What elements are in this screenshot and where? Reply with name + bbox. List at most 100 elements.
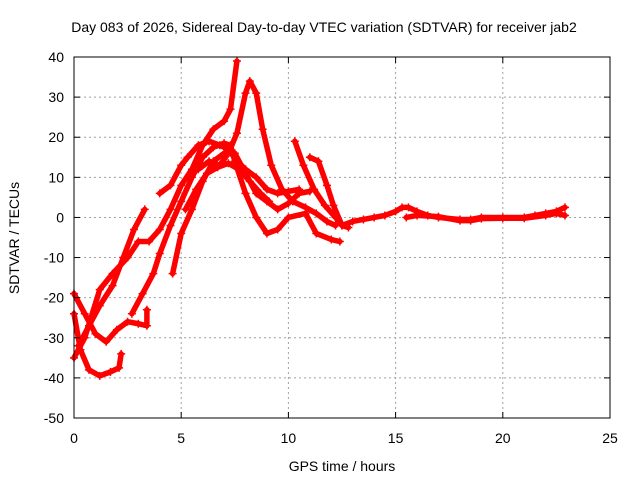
data-point: [245, 77, 254, 86]
data-point: [560, 203, 569, 212]
y-tick-label: 0: [56, 209, 64, 225]
data-point: [226, 105, 235, 114]
data-point: [205, 157, 214, 166]
data-point: [273, 205, 282, 214]
data-point: [224, 145, 233, 154]
data-point: [262, 229, 271, 238]
x-tick-labels: 0 5 10 15 20 25: [70, 430, 618, 446]
data-point: [359, 215, 368, 224]
data-point: [123, 317, 132, 326]
y-tick-label: 10: [48, 169, 64, 185]
x-tick-label: 15: [388, 430, 404, 446]
data-point: [348, 217, 357, 226]
data-point: [498, 214, 507, 223]
data-point: [194, 141, 203, 150]
series-pass-4: [74, 205, 149, 350]
data-point: [95, 285, 104, 294]
data-point: [241, 165, 250, 174]
series-pass-8: [194, 77, 340, 230]
data-point: [301, 203, 310, 212]
data-point: [434, 212, 443, 221]
data-point: [541, 211, 550, 220]
data-point: [177, 181, 186, 190]
data-point: [215, 141, 224, 150]
data-point: [149, 269, 158, 278]
data-point: [112, 325, 121, 334]
data-point: [288, 197, 297, 206]
data-point: [166, 205, 175, 214]
data-point: [138, 289, 147, 298]
data-point: [262, 185, 271, 194]
data-point: [85, 365, 94, 374]
x-tick-label: 5: [177, 430, 185, 446]
data-point: [224, 159, 233, 168]
data-point: [391, 207, 400, 216]
data-point: [477, 214, 486, 223]
data-point: [322, 181, 331, 190]
data-point: [183, 153, 192, 162]
y-tick-label: -30: [44, 330, 64, 346]
series-line: [195, 78, 339, 229]
data-point: [455, 216, 464, 225]
data-point: [322, 217, 331, 226]
data-point: [145, 237, 154, 246]
data-point: [232, 129, 241, 138]
data-point: [95, 301, 104, 310]
data-point: [327, 235, 336, 244]
data-point: [273, 225, 282, 234]
data-point: [314, 157, 323, 166]
data-point: [273, 189, 282, 198]
data-series: [70, 57, 569, 380]
data-point: [241, 189, 250, 198]
data-point: [74, 341, 83, 350]
data-point: [95, 371, 104, 380]
y-tick-label: 40: [48, 49, 64, 65]
y-tick-label: 20: [48, 129, 64, 145]
chart-title: Day 083 of 2026, Sidereal Day-to-day VTE…: [71, 19, 577, 35]
data-point: [181, 205, 190, 214]
data-point: [166, 221, 175, 230]
data-point: [312, 229, 321, 238]
data-point: [265, 197, 274, 206]
data-point: [284, 213, 293, 222]
data-point: [245, 177, 254, 186]
data-point: [155, 249, 164, 258]
data-point: [177, 197, 186, 206]
data-point: [295, 185, 304, 194]
data-point: [305, 153, 314, 162]
x-axis-label: GPS time / hours: [289, 458, 396, 474]
y-axis-label: SDTVAR / TECUs: [6, 182, 22, 294]
data-point: [115, 363, 124, 372]
data-point: [142, 321, 151, 330]
x-tick-label: 10: [281, 430, 297, 446]
series-line: [403, 210, 568, 224]
y-tick-label: -40: [44, 370, 64, 386]
data-point: [380, 211, 389, 220]
y-tick-label: -10: [44, 250, 64, 266]
data-point: [177, 161, 186, 170]
data-point: [106, 367, 115, 376]
x-tick-label: 20: [495, 430, 511, 446]
data-point: [177, 229, 186, 238]
x-tick-label: 25: [602, 430, 618, 446]
data-point: [142, 305, 151, 314]
data-point: [209, 125, 218, 134]
series-pass-13: [402, 209, 569, 225]
data-point: [413, 211, 422, 220]
data-point: [252, 213, 261, 222]
data-point: [134, 319, 143, 328]
data-point: [310, 185, 319, 194]
data-point: [80, 309, 89, 318]
data-point: [220, 117, 229, 126]
data-point: [466, 216, 475, 225]
y-tick-label: -50: [44, 410, 64, 426]
axis-ticks: [73, 56, 611, 419]
x-tick-label: 0: [70, 430, 78, 446]
data-point: [267, 161, 276, 170]
y-tick-label: -20: [44, 290, 64, 306]
data-point: [402, 213, 411, 222]
data-point: [134, 237, 143, 246]
data-point: [119, 253, 128, 262]
data-point: [85, 321, 94, 330]
data-point: [232, 57, 241, 66]
